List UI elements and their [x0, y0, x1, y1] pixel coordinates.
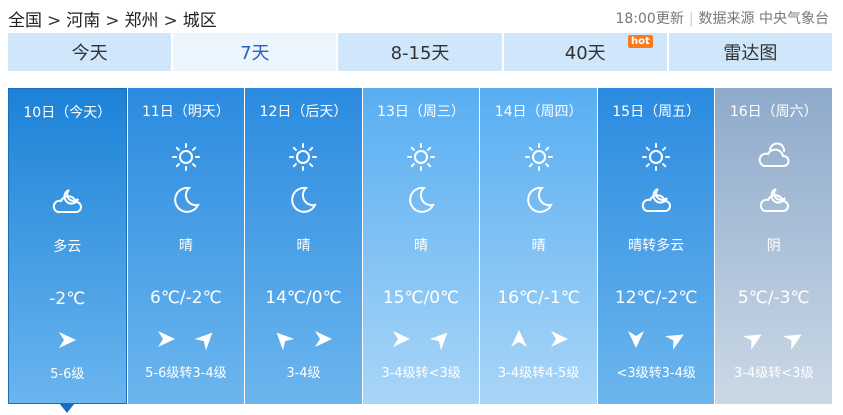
wind-level: 5-6级: [50, 367, 85, 382]
wind-level: 3-4级转4-5级: [497, 366, 580, 381]
forecast-tabs: 今天 7天 8-15天 40天 hot 雷达图: [8, 33, 833, 71]
day-card[interactable]: 10日（今天） 多云 -2℃ 5-6级: [8, 88, 127, 413]
tab-label: 今天: [71, 43, 108, 64]
update-info: 18:00更新 | 数据来源 中央气象台: [615, 8, 829, 28]
wind-level: 3-4级: [286, 366, 321, 381]
day-date: 14日（周四）: [494, 104, 583, 120]
daily-forecast: 10日（今天） 多云 -2℃ 5-6级 11日（明天）晴 6℃/-2℃ 5-6级转3-4级 1…: [8, 88, 833, 413]
day-card[interactable]: 16日（周六） 阴 5℃/-3℃ 3-4级转<3级: [715, 88, 833, 404]
update-time: 18:00更新: [615, 11, 684, 27]
wind-arrow-icon: [548, 328, 570, 354]
cloudy-icon: [756, 140, 792, 178]
wind-arrow-icon: [194, 328, 217, 354]
breadcrumb-link[interactable]: 河南: [66, 11, 101, 31]
wind-direction: [363, 328, 480, 354]
wind-arrow-icon: [625, 328, 647, 354]
temperature: 6℃/-2℃: [150, 288, 222, 308]
partly-cloudy-night-icon: [638, 183, 674, 221]
moon-icon: [286, 183, 320, 221]
wind-arrow-icon: [429, 328, 452, 354]
tab-label: 40天: [564, 43, 606, 64]
selected-pointer: [59, 403, 76, 413]
breadcrumb-separator: >: [163, 11, 178, 31]
tab-label: 雷达图: [723, 43, 778, 64]
moon-icon: [404, 183, 438, 221]
day-date: 15日（周五）: [612, 104, 701, 120]
tab-3[interactable]: 40天 hot: [503, 33, 667, 71]
tab-label: 8-15天: [390, 43, 450, 64]
day-card[interactable]: 14日（周四） 晴 16℃/-1℃ 3-4级转4-5级: [480, 88, 597, 404]
wind-level: 5-6级转3-4级: [145, 366, 227, 381]
wind-level: 3-4级转<3级: [381, 366, 461, 381]
day-date: 13日（周三）: [377, 104, 465, 120]
weather-text: 晴: [414, 238, 429, 254]
sun-icon: [286, 140, 320, 178]
weather-text: 阴: [766, 238, 781, 254]
temperature: 5℃/-3℃: [737, 288, 810, 308]
wind-direction: [598, 328, 715, 354]
wind-arrow-icon: [782, 328, 805, 354]
wind-level: 3-4级转<3级: [734, 366, 814, 381]
wind-arrow-icon: [508, 328, 530, 354]
tab-4[interactable]: 雷达图: [668, 33, 833, 71]
day-date: 11日（明天）: [141, 104, 230, 120]
wind-arrow-icon: [155, 328, 177, 354]
data-source: 数据来源 中央气象台: [698, 11, 829, 27]
weather-text: 晴转多云: [628, 238, 685, 254]
sun-icon: [169, 140, 203, 178]
breadcrumb-link[interactable]: 郑州: [124, 11, 159, 31]
day-card[interactable]: 11日（明天） 晴 6℃/-2℃ 5-6级转3-4级: [127, 88, 245, 404]
breadcrumb-link[interactable]: 城区: [182, 11, 217, 31]
wind-arrow-icon: [272, 328, 295, 354]
breadcrumb-separator: >: [47, 11, 62, 31]
weather-text: 晴: [178, 238, 193, 254]
day-date: 10日（今天）: [23, 105, 112, 121]
wind-direction: [245, 328, 362, 354]
partly-cloudy-night-icon: [49, 184, 85, 222]
sun-icon: [404, 140, 438, 178]
weather-text: 多云: [53, 239, 82, 255]
day-card[interactable]: 13日（周三） 晴 15℃/0℃ 3-4级转<3级: [362, 88, 480, 404]
sun-icon: [639, 140, 673, 178]
wind-direction: [715, 328, 832, 354]
moon-icon: [169, 183, 203, 221]
temperature: 16℃/-1℃: [497, 288, 580, 308]
wind-level: <3级转3-4级: [616, 366, 696, 381]
day-date: 12日（后天）: [259, 104, 348, 120]
day-date: 16日（周六）: [729, 104, 818, 120]
wind-arrow-icon: [312, 328, 334, 354]
wind-direction: [9, 329, 126, 355]
wind-direction: [480, 328, 597, 354]
breadcrumb-link[interactable]: 全国: [8, 11, 42, 31]
wind-arrow-icon: [56, 329, 78, 355]
tab-2[interactable]: 8-15天: [338, 33, 502, 71]
wind-arrow-icon: [665, 328, 687, 354]
weather-text: 晴: [296, 238, 311, 254]
hot-badge: hot: [628, 35, 653, 48]
temperature: 12℃/-2℃: [614, 288, 698, 308]
temperature: -2℃: [49, 289, 86, 309]
day-card[interactable]: 12日（后天） 晴 14℃/0℃ 3-4级: [245, 88, 362, 404]
breadcrumb-separator: >: [105, 11, 120, 31]
temperature: 14℃/0℃: [265, 288, 342, 308]
breadcrumb: 全国 > 河南 > 郑州 > 城区: [8, 6, 217, 31]
moon-icon: [522, 183, 556, 221]
temperature: 15℃/0℃: [382, 288, 460, 308]
wind-direction: [128, 328, 245, 354]
tab-0[interactable]: 今天: [8, 33, 172, 71]
sun-icon: [522, 140, 556, 178]
divider: |: [688, 11, 694, 27]
tab-1[interactable]: 7天: [173, 33, 337, 71]
wind-arrow-icon: [742, 328, 765, 354]
partly-cloudy-night-icon: [756, 183, 792, 221]
weather-text: 晴: [531, 238, 546, 254]
tab-label: 7天: [240, 43, 270, 64]
day-card[interactable]: 15日（周五） 晴转多云 12℃/-2℃ <3级转3-4级: [597, 88, 715, 404]
wind-arrow-icon: [390, 328, 412, 354]
